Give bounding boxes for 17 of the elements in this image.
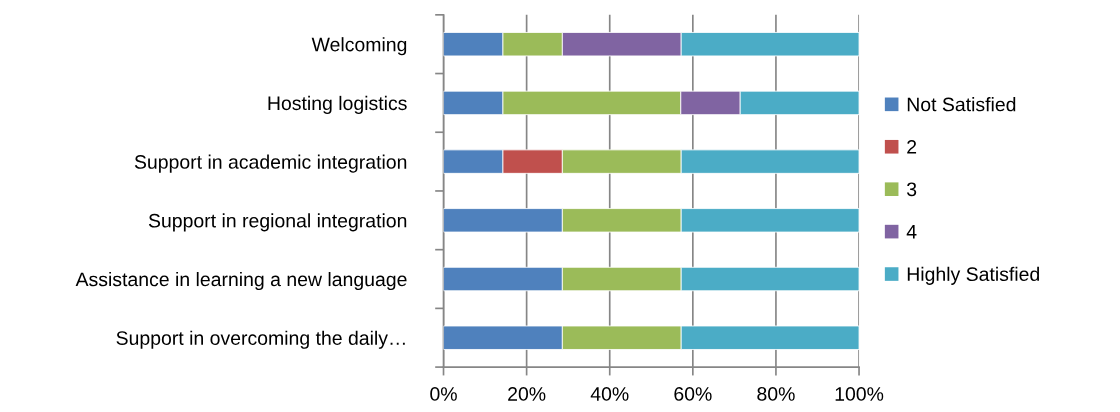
- y-tick-label: Support in academic integration: [134, 154, 407, 173]
- x-tick-label: 20%: [508, 387, 546, 401]
- y-tick-label: Assistance in learning a new language: [75, 271, 407, 291]
- y-tick-label: Welcoming: [311, 37, 407, 56]
- legend-label: 2: [907, 139, 917, 154]
- y-tick-label: Support in overcoming the daily…: [116, 330, 405, 349]
- x-tick-label: 0%: [430, 387, 457, 401]
- legend-label: 3: [906, 182, 917, 197]
- x-tick-label: 100%: [835, 387, 884, 401]
- y-tick-label: Hosting logistics: [268, 95, 407, 114]
- x-tick-label: 40%: [590, 387, 629, 401]
- legend-label: Highly Satisfied: [907, 266, 1039, 285]
- x-tick-label: 60%: [674, 387, 712, 401]
- x-tick-label: 80%: [757, 387, 795, 401]
- y-tick-label: Support in regional integration: [148, 213, 407, 232]
- legend-label: 4: [906, 225, 917, 239]
- legend-label: Not Satisfied: [907, 97, 1016, 112]
